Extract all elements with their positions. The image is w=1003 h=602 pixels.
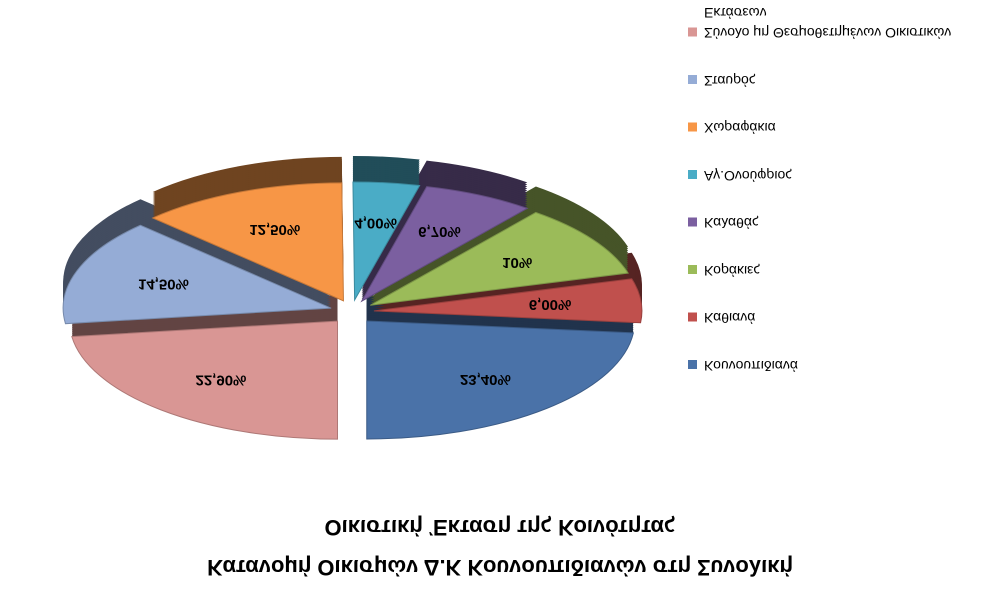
slice [366,320,635,440]
flipped-chart: Κατανομή Οικισμών Δ.Κ Κουνουπιδιανών στη… [62,5,952,580]
value-label: 6,70% [418,223,461,240]
legend-swatch [688,122,697,132]
chart-title: Κατανομή Οικισμών Δ.Κ Κουνουπιδιανών στη… [207,555,793,580]
legend-swatch [688,75,697,84]
legend-label: Χωραφάκια [704,120,776,137]
legend-label: Κοράκιες [704,263,761,279]
value-label: 12,50% [249,221,300,238]
value-label: 10% [502,254,532,271]
legend-item: Σύνολο μη Θεσμοθετημένων Οικιστικών Εκτά… [704,5,952,42]
legend-item: Χωραφάκια [704,120,776,137]
legend-item: Αγ.Ονούφριος [704,168,792,184]
legend-swatch [688,265,697,274]
legend-label: Σταυρός [704,73,756,89]
slice [151,182,344,302]
legend-label: Σύνολο μη Θεσμοθετημένων Οικιστικών Εκτά… [704,5,952,42]
slice [370,211,629,306]
slice [71,320,339,440]
legend-item: Σταυρός [704,73,756,89]
legend-label: Καθιανά [704,310,756,327]
slice [373,278,643,324]
legend-label: Αγ.Ονούφριος [704,168,792,184]
slice [352,181,421,302]
legend-label: Κουνουπιδιανά [704,358,798,374]
value-label: 4,00% [354,215,397,232]
legend-swatch [688,170,697,179]
value-label: 6,00% [529,296,572,313]
slice [62,224,332,325]
legend-swatch [688,360,697,369]
value-label: 23,40% [460,371,511,388]
legend-item: Καλαθάς [704,215,759,232]
legend-label: Καλαθάς [704,215,759,232]
legend-swatch [688,312,697,322]
legend-swatch [688,217,697,227]
chart-title: Οικιστική Έκταση της Κοινότητας [324,515,675,540]
value-label: 14,50% [138,275,189,292]
legend-item: Καθιανά [704,310,756,327]
legend-item: Κοράκιες [704,263,761,279]
slice [360,186,529,303]
legend-item: Κουνουπιδιανά [704,358,798,374]
value-label: 22,90% [196,372,247,389]
legend-swatch [688,27,697,37]
